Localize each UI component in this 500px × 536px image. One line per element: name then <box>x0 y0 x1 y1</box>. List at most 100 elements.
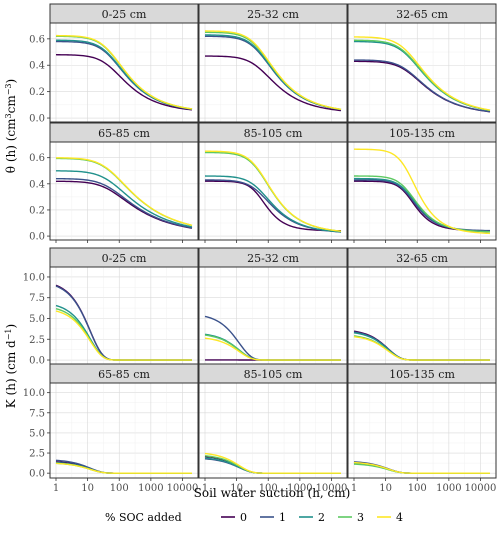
panel-1-5: 105-135 cm 1 10 100 1000 10000 <box>347 363 497 494</box>
panel-1-2: 32-65 cm <box>347 247 497 368</box>
legend-label-1: 1 <box>279 511 286 524</box>
y-tick-label: 0.2 <box>29 87 45 98</box>
y-tick-label: 0.4 <box>29 179 45 190</box>
panel-border <box>198 141 348 241</box>
series-line-soc-4 <box>353 148 491 235</box>
legend-title: % SOC added <box>105 511 182 524</box>
series-line-soc-0 <box>55 54 193 111</box>
series-line-soc-4 <box>353 335 490 361</box>
y-tick-label: 2.5 <box>29 335 45 346</box>
x-tick-label: 10 <box>81 483 94 494</box>
y-tick-label: 0.2 <box>29 205 45 216</box>
x-tick-label: 10000 <box>167 483 199 494</box>
y-tick-label: 0.0 <box>29 114 45 125</box>
series-line-soc-4 <box>204 452 341 474</box>
panel-title: 25-32 cm <box>247 252 299 265</box>
x-tick-label: 100 <box>408 483 427 494</box>
panel-border <box>49 382 199 479</box>
panel-0-0: 0-25 cm 0.0 0.2 0.4 0.6 <box>29 3 199 125</box>
y-tick-label: 0.4 <box>29 61 45 72</box>
panel-border <box>198 22 348 123</box>
panel-title: 65-85 cm <box>98 368 150 381</box>
panel-0-2: 32-65 cm <box>347 3 497 125</box>
panel-border <box>347 22 497 123</box>
panel-title: 85-105 cm <box>244 127 303 140</box>
legend-label-0: 0 <box>240 511 247 524</box>
panel-title: 0-25 cm <box>102 8 147 21</box>
y-tick-label: 5.0 <box>29 314 45 325</box>
panel-background <box>348 267 496 365</box>
x-tick-label: 1 <box>202 483 208 494</box>
x-tick-label: 1 <box>351 483 357 494</box>
panel-0-3: 65-85 cm 0.0 0.2 0.4 0.6 <box>29 122 199 243</box>
y-tick-label: 7.5 <box>29 293 45 304</box>
series-line-soc-2 <box>204 175 342 233</box>
panel-1-1: 25-32 cm <box>198 247 348 368</box>
panel-background <box>199 267 347 365</box>
panel-0-5: 105-135 cm <box>347 122 497 243</box>
panel-title: 0-25 cm <box>102 252 147 265</box>
x-tick-label: 10 <box>379 483 392 494</box>
panel-background <box>348 142 496 240</box>
panel-border <box>347 382 497 479</box>
y-tick-label: 0.0 <box>29 356 45 367</box>
x-tick-label: 1 <box>53 483 59 494</box>
panel-1-0: 0-25 cm 0.0 2.5 5.0 7.5 10.0 <box>23 247 199 368</box>
x-tick-label: 1000 <box>138 483 163 494</box>
x-tick-label: 100 <box>110 483 129 494</box>
panel-background <box>199 383 347 478</box>
series-line-soc-0 <box>204 55 342 112</box>
series-line-soc-2 <box>55 170 193 228</box>
panel-background <box>348 383 496 478</box>
panel-border <box>49 22 199 123</box>
y-tick-label: 0.0 <box>29 469 45 480</box>
y-tick-label: 10.0 <box>23 388 45 399</box>
series-line-soc-4 <box>353 36 491 111</box>
series-line-soc-1 <box>55 177 193 229</box>
panel-title: 85-105 cm <box>244 368 303 381</box>
legend-label-2: 2 <box>318 511 325 524</box>
y-tick-label: 0.0 <box>29 232 45 243</box>
panel-title: 105-135 cm <box>389 127 455 140</box>
series-line-soc-4 <box>353 461 490 474</box>
y-tick-label: 7.5 <box>29 408 45 419</box>
panel-title: 65-85 cm <box>98 127 150 140</box>
panel-0-1: 25-32 cm <box>198 3 348 125</box>
x-tick-label: 10000 <box>316 483 348 494</box>
panel-background <box>50 383 198 478</box>
panel-title: 32-65 cm <box>396 8 448 21</box>
panel-1-3: 65-85 cm 0.0 2.5 5.0 7.5 10.0 1 10 100 1000 10000 <box>23 363 199 494</box>
y-tick-label: 2.5 <box>29 449 45 460</box>
panel-title: 25-32 cm <box>247 8 299 21</box>
series-line-soc-3 <box>354 175 491 233</box>
panel-border <box>49 141 199 241</box>
series-line-soc-4 <box>55 34 193 110</box>
y-tick-label: 0.6 <box>29 34 45 45</box>
panel-border <box>198 382 348 479</box>
series-line-soc-4 <box>55 310 192 361</box>
legend-label-4: 4 <box>396 511 403 524</box>
legend-label-3: 3 <box>357 511 364 524</box>
panel-border <box>347 141 497 241</box>
panel-title: 32-65 cm <box>396 252 448 265</box>
k-y-axis-title: K (h) (cm d−1) <box>4 324 18 408</box>
panel-0-4: 85-105 cm <box>198 122 348 243</box>
x-tick-label: 100 <box>259 483 278 494</box>
y-tick-label: 0.6 <box>29 153 45 164</box>
series-line-soc-1 <box>353 59 491 113</box>
x-axis-title: Soil water suction (h, cm) <box>194 486 351 500</box>
y-tick-label: 5.0 <box>29 428 45 439</box>
series-line-soc-4 <box>55 462 192 474</box>
y-tick-label: 10.0 <box>23 272 45 283</box>
legend: % SOC added 0 1 2 3 4 <box>105 511 403 524</box>
series-line-soc-4 <box>204 30 342 110</box>
panel-title: 105-135 cm <box>389 368 455 381</box>
panel-1-4: 85-105 cm 1 10 100 1000 10000 <box>198 363 348 494</box>
x-tick-label: 10 <box>230 483 243 494</box>
x-tick-label: 1000 <box>436 483 461 494</box>
series-line-soc-4 <box>204 337 341 361</box>
series-line-soc-4 <box>55 157 193 226</box>
series-line-soc-4 <box>204 150 342 232</box>
facet-panels: 0-25 cm 0.0 0.2 0.4 0.6 25-32 cm 32-65 cm 65-85… <box>23 3 497 494</box>
